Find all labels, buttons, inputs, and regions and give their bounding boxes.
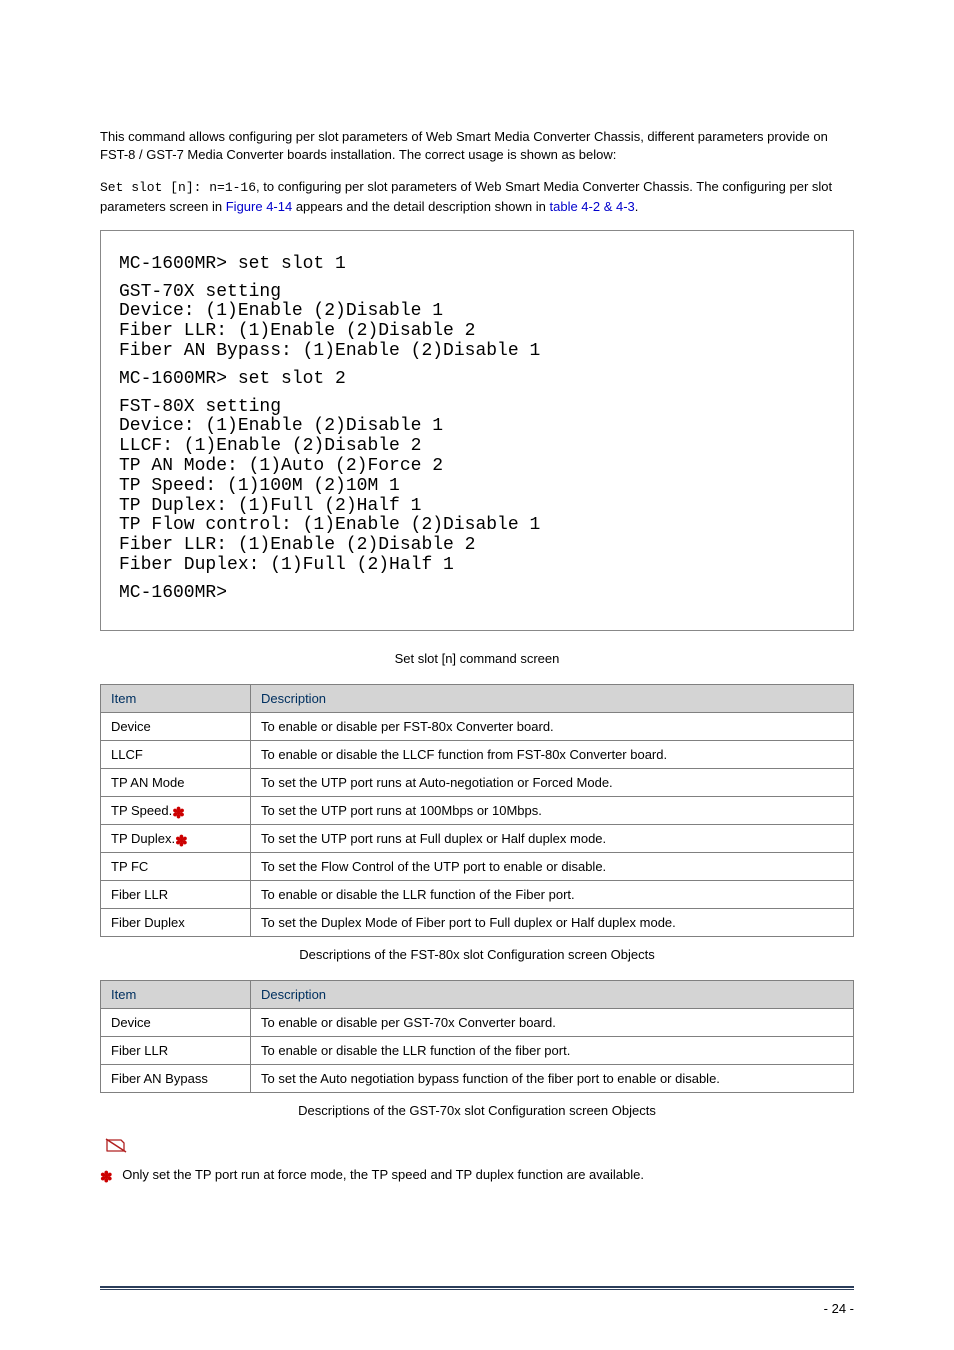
terminal-line: Device: (1)Enable (2)Disable 1 (119, 302, 835, 322)
table-cell-item: Fiber AN Bypass (101, 1064, 251, 1092)
table-cell-item: TP Speed.✽ (101, 796, 251, 824)
table-cell-desc: To set the Duplex Mode of Fiber port to … (251, 908, 854, 936)
terminal-line: LLCF: (1)Enable (2)Disable 2 (119, 437, 835, 457)
figure-ref: Figure 4-14 (226, 199, 292, 214)
footnote: ✽ Only set the TP port run at force mode… (100, 1167, 854, 1182)
terminal-line: MC-1600MR> set slot 1 (119, 255, 835, 275)
table-cell-desc: To set the UTP port runs at Full duplex … (251, 824, 854, 852)
terminal-line: Device: (1)Enable (2)Disable 1 (119, 417, 835, 437)
table-row: DeviceTo enable or disable per GST-70x C… (101, 1008, 854, 1036)
table-row: Fiber LLRTo enable or disable the LLR fu… (101, 1036, 854, 1064)
table-cell-item: Device (101, 1008, 251, 1036)
table-cell-item: TP FC (101, 852, 251, 880)
caption-terminal: Set slot [n] command screen (100, 651, 854, 666)
table-row: TP AN ModeTo set the UTP port runs at Au… (101, 768, 854, 796)
terminal-line: Fiber Duplex: (1)Full (2)Half 1 (119, 556, 835, 576)
table-row: Fiber AN BypassTo set the Auto negotiati… (101, 1064, 854, 1092)
terminal-block: FST-80X settingDevice: (1)Enable (2)Disa… (119, 398, 835, 576)
terminal-line: TP Duplex: (1)Full (2)Half 1 (119, 497, 835, 517)
terminal-line: TP Flow control: (1)Enable (2)Disable 1 (119, 516, 835, 536)
terminal-line: Fiber LLR: (1)Enable (2)Disable 2 (119, 536, 835, 556)
gst-table: Item Description DeviceTo enable or disa… (100, 980, 854, 1093)
intro-paragraph: This command allows configuring per slot… (100, 128, 854, 164)
table-row: TP FCTo set the Flow Control of the UTP … (101, 852, 854, 880)
setslot-text3: . (635, 199, 639, 214)
asterisk-icon: ✽ (175, 833, 188, 850)
table-row: TP Duplex.✽To set the UTP port runs at F… (101, 824, 854, 852)
table-cell-desc: To set the UTP port runs at Auto-negotia… (251, 768, 854, 796)
terminal-line: MC-1600MR> (119, 584, 835, 604)
page-number: - 24 - (824, 1301, 854, 1316)
table-cell-desc: To enable or disable the LLR function of… (251, 1036, 854, 1064)
terminal-line: MC-1600MR> set slot 2 (119, 370, 835, 390)
table-cell-desc: To set the Flow Control of the UTP port … (251, 852, 854, 880)
terminal-block: GST-70X settingDevice: (1)Enable (2)Disa… (119, 283, 835, 362)
setslot-paragraph: Set slot [n]: n=1-16, to configuring per… (100, 178, 854, 215)
table-row: TP Speed.✽To set the UTP port runs at 10… (101, 796, 854, 824)
table-cell-desc: To enable or disable per FST-80x Convert… (251, 712, 854, 740)
table-row: DeviceTo enable or disable per FST-80x C… (101, 712, 854, 740)
table-cell-item: TP AN Mode (101, 768, 251, 796)
table-ref: table 4-2 & 4-3 (550, 199, 635, 214)
table-cell-desc: To enable or disable the LLR function of… (251, 880, 854, 908)
table-cell-item: Fiber LLR (101, 1036, 251, 1064)
terminal-line: GST-70X setting (119, 283, 835, 303)
terminal-line: TP Speed: (1)100M (2)10M 1 (119, 477, 835, 497)
setslot-command: Set slot [n]: n=1-16 (100, 180, 256, 195)
terminal-screen: MC-1600MR> set slot 1GST-70X settingDevi… (109, 239, 845, 622)
table-cell-item: TP Duplex.✽ (101, 824, 251, 852)
terminal-line: Fiber LLR: (1)Enable (2)Disable 2 (119, 322, 835, 342)
table-row: Fiber LLRTo enable or disable the LLR fu… (101, 880, 854, 908)
terminal-line: TP AN Mode: (1)Auto (2)Force 2 (119, 457, 835, 477)
table2-header-desc: Description (251, 980, 854, 1008)
table-cell-item: Fiber Duplex (101, 908, 251, 936)
page: This command allows configuring per slot… (0, 0, 954, 1350)
terminal-line: Fiber AN Bypass: (1)Enable (2)Disable 1 (119, 342, 835, 362)
terminal-line: FST-80X setting (119, 398, 835, 418)
terminal-block: MC-1600MR> set slot 2 (119, 370, 835, 390)
table1-header-desc: Description (251, 684, 854, 712)
table-cell-desc: To set the UTP port runs at 100Mbps or 1… (251, 796, 854, 824)
caption-gst: Descriptions of the GST-70x slot Configu… (100, 1103, 854, 1118)
table1-header-item: Item (101, 684, 251, 712)
note-icon (104, 1136, 854, 1159)
table-cell-desc: To set the Auto negotiation bypass funct… (251, 1064, 854, 1092)
footnote-text: Only set the TP port run at force mode, … (122, 1167, 644, 1182)
table-row: LLCFTo enable or disable the LLCF functi… (101, 740, 854, 768)
table-cell-desc: To enable or disable per GST-70x Convert… (251, 1008, 854, 1036)
table-cell-item: LLCF (101, 740, 251, 768)
terminal-container: MC-1600MR> set slot 1GST-70X settingDevi… (100, 230, 854, 631)
footnote-asterisk-icon: ✽ (100, 1169, 113, 1186)
table-row: Fiber DuplexTo set the Duplex Mode of Fi… (101, 908, 854, 936)
terminal-block: MC-1600MR> (119, 584, 835, 604)
table2-header-item: Item (101, 980, 251, 1008)
asterisk-icon: ✽ (172, 805, 185, 822)
table-cell-item: Fiber LLR (101, 880, 251, 908)
footer-rule (100, 1286, 854, 1290)
table-cell-desc: To enable or disable the LLCF function f… (251, 740, 854, 768)
fst-table: Item Description DeviceTo enable or disa… (100, 684, 854, 937)
caption-fst: Descriptions of the FST-80x slot Configu… (100, 947, 854, 962)
terminal-block: MC-1600MR> set slot 1 (119, 255, 835, 275)
setslot-text2: appears and the detail description shown… (292, 199, 549, 214)
table-cell-item: Device (101, 712, 251, 740)
